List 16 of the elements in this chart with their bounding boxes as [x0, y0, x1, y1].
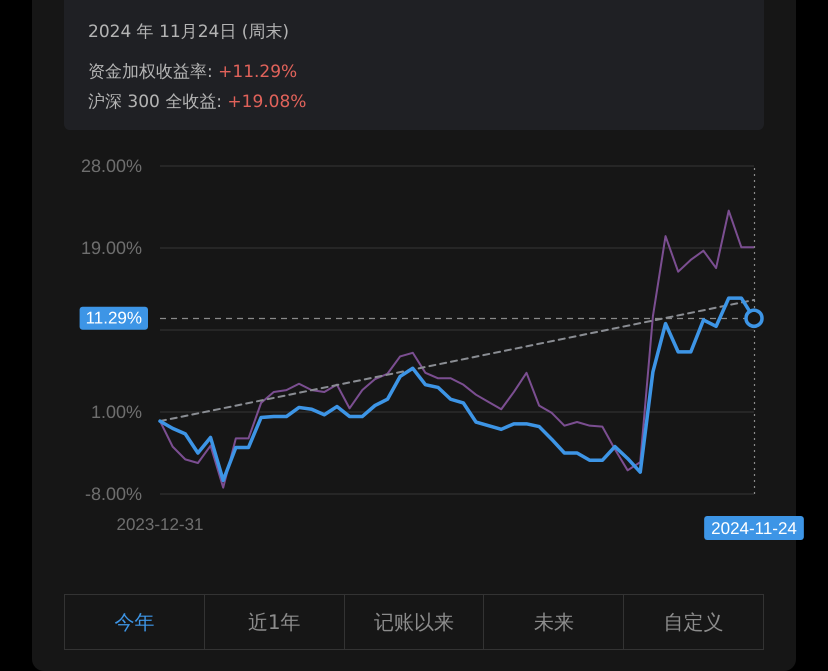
text: 资金加权收益率: +11.29%: [88, 62, 298, 82]
x-tick-label: 2024-11-24: [711, 519, 797, 538]
x-tick-label: 2023-12-31: [116, 515, 204, 534]
text: 近1年: [204, 595, 344, 649]
y-tick-label: 19.00%: [80, 238, 142, 258]
y-tick-label: 28.00%: [80, 156, 142, 176]
y-tick-label: 1.00%: [90, 402, 142, 422]
chart-title: 2024 年 11月24日 (周末): [88, 21, 290, 43]
y-tick-label: -8.00%: [84, 484, 142, 504]
text: 沪深 300 全收益: +19.08%: [88, 92, 306, 112]
text: 记账以来: [344, 595, 484, 649]
text: 自定义: [623, 595, 763, 649]
ref-line-label: 11.29%: [86, 308, 142, 328]
line-series: [159, 210, 755, 489]
text: 未来: [483, 595, 624, 649]
text: 今年: [113, 608, 156, 636]
